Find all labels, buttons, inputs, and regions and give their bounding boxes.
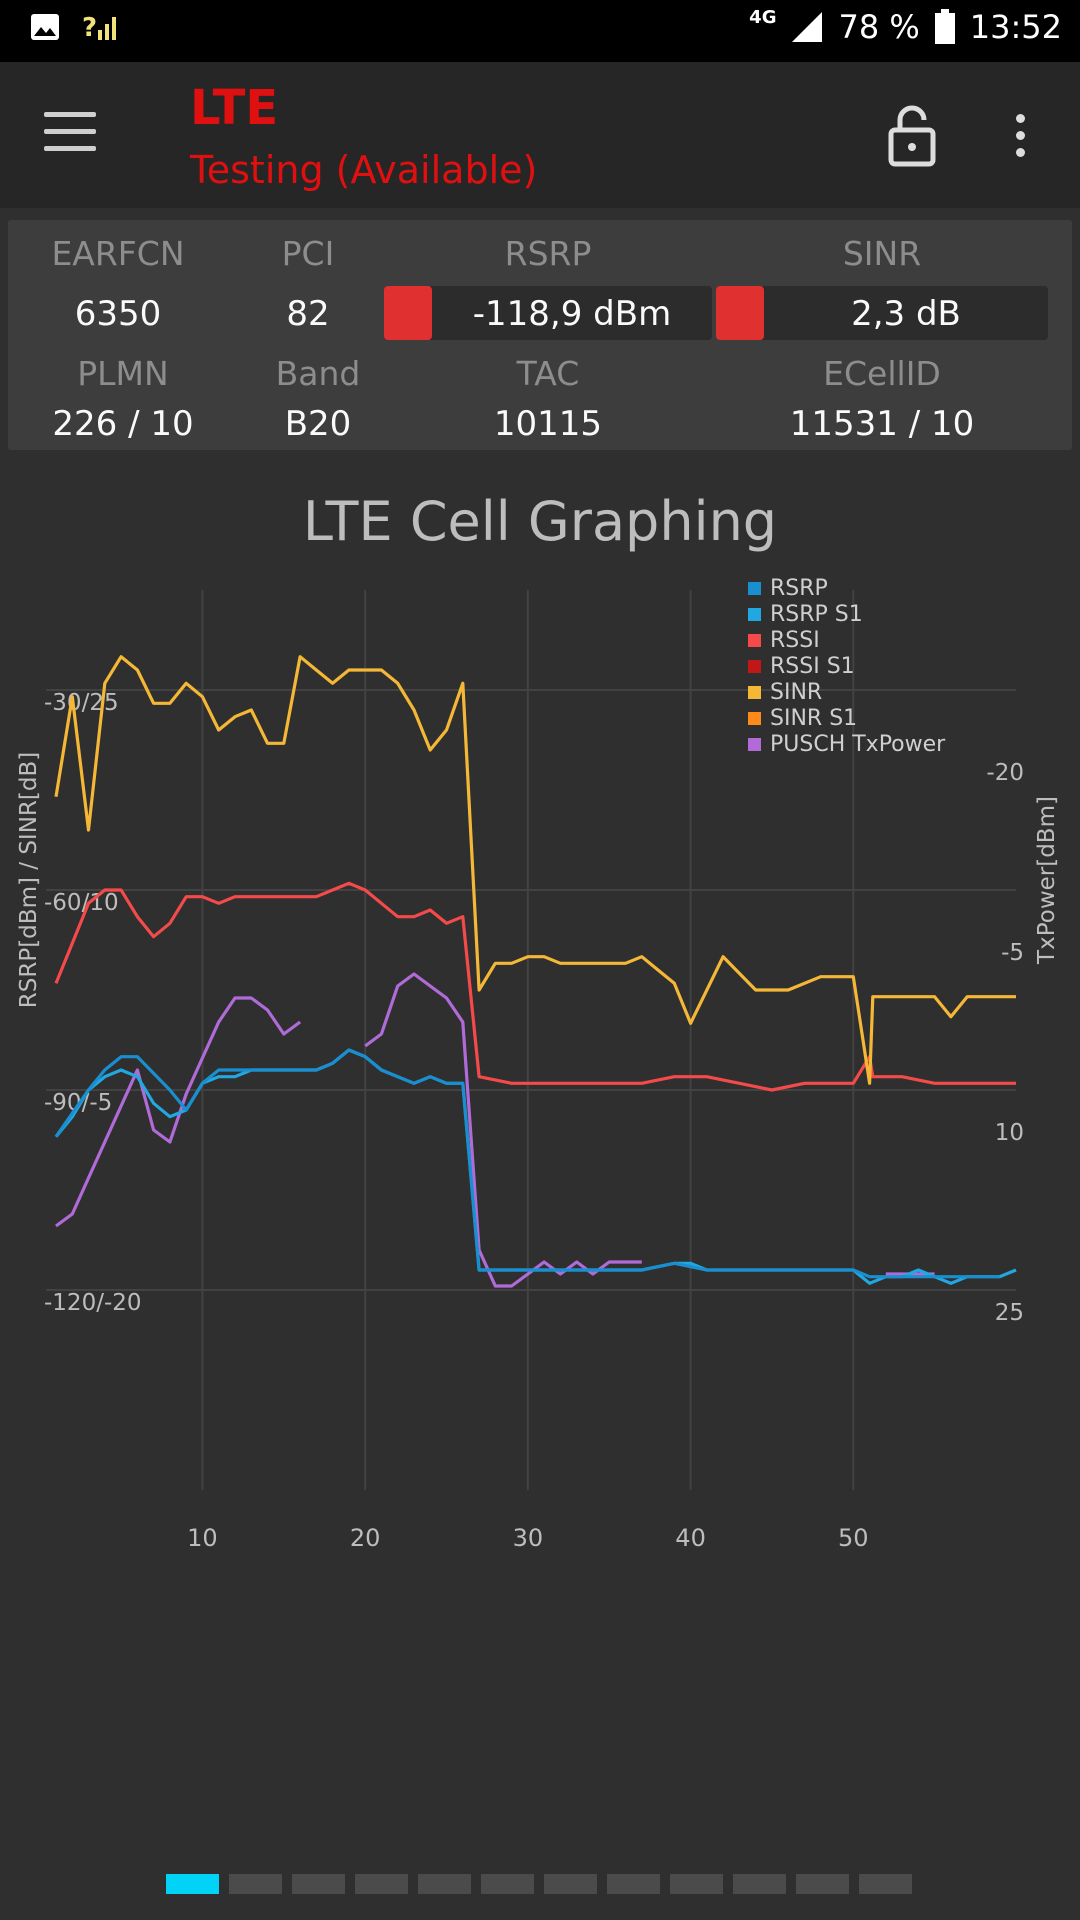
y2-tick-label: -5 [1001, 940, 1024, 966]
gallery-notification-icon [31, 14, 59, 40]
x-tick-label: 50 [838, 1524, 869, 1552]
legend-label: RSRP S1 [770, 602, 863, 627]
cell-info-panel: EARFCN 6350 PCI 82 RSRP -118,9 dBm SINR … [8, 220, 1072, 450]
legend-swatch [748, 634, 761, 647]
page-dot[interactable] [229, 1874, 282, 1894]
rsrp-meter: -118,9 dBm [384, 286, 712, 340]
y-tick-label: -120/-20 [44, 1290, 142, 1316]
page-dot[interactable] [292, 1874, 345, 1894]
x-tick-label: 40 [675, 1524, 706, 1552]
lte-cell-chart: 10 20 30 40 50-30/25-60/10-90/-5-120/-20-20-… [16, 576, 1060, 1552]
series-line-sinr [54, 655, 1016, 1085]
y2-tick-label: 10 [995, 1120, 1024, 1146]
unlock-icon[interactable] [886, 100, 938, 170]
clock: 13:52 [969, 8, 1062, 46]
band-value: B20 [284, 404, 352, 444]
series-line-rssi [54, 881, 1016, 1092]
app-subtitle: Testing (Available) [190, 148, 538, 192]
y-tick-label: -60/10 [44, 890, 119, 916]
cell-signal-icon [792, 12, 823, 42]
legend-swatch [748, 660, 761, 673]
legend-swatch [748, 738, 761, 751]
page-dot[interactable] [733, 1874, 786, 1894]
chart-axes: 10 20 30 40 50-30/25-60/10-90/-5-120/-20-20-… [16, 690, 1060, 1552]
app-bar: LTE Testing (Available) [0, 62, 1080, 208]
page-dot[interactable] [355, 1874, 408, 1894]
page-dot[interactable] [859, 1874, 912, 1894]
x-tick-label: 30 [513, 1524, 544, 1552]
series-line-pusch-txpower [364, 972, 642, 1288]
y2-tick-label: -20 [986, 760, 1024, 786]
band-label: Band [275, 354, 361, 393]
chart-title: LTE Cell Graphing [302, 490, 778, 553]
page-dot[interactable] [166, 1874, 219, 1894]
status-bar: ? 4G 78 % 13:52 [0, 0, 1080, 62]
legend-swatch [748, 582, 761, 595]
legend-swatch [748, 686, 761, 699]
signal-unknown-icon: ? [82, 13, 116, 42]
battery-percent: 78 % [838, 8, 920, 46]
plmn-label: PLMN [77, 354, 169, 393]
legend-label: SINR S1 [770, 706, 857, 731]
page-indicator [166, 1874, 912, 1894]
ecellid-label: ECellID [823, 354, 941, 393]
chart-lines [54, 655, 1017, 1288]
legend-label: SINR [770, 680, 822, 705]
y2-axis-title: TxPower[dBm] [1034, 796, 1060, 965]
pci-label: PCI [281, 234, 335, 273]
earfcn-value: 6350 [74, 294, 162, 334]
svg-text:?: ? [82, 13, 97, 42]
sinr-value: 2,3 dB [851, 294, 961, 334]
page-dot[interactable] [670, 1874, 723, 1894]
battery-icon [934, 9, 955, 44]
tac-label: TAC [516, 354, 580, 393]
series-line-rsrp [54, 1048, 1000, 1279]
legend-label: RSSI [770, 628, 820, 653]
tac-value: 10115 [493, 404, 603, 444]
menu-icon[interactable] [44, 112, 96, 152]
legend-label: RSRP [770, 576, 828, 601]
network-type: 4G [749, 6, 777, 28]
page-dot[interactable] [796, 1874, 849, 1894]
y-tick-label: -30/25 [44, 690, 119, 716]
x-tick-label: 20 [350, 1524, 381, 1552]
legend-swatch [748, 608, 761, 621]
page-dot[interactable] [607, 1874, 660, 1894]
ecellid-value: 11531 / 10 [789, 404, 975, 444]
sinr-meter: 2,3 dB [716, 286, 1048, 340]
legend-label: PUSCH TxPower [770, 732, 946, 757]
pci-value: 82 [286, 294, 330, 334]
more-options-icon[interactable] [1010, 114, 1030, 164]
rsrp-label: RSRP [504, 234, 592, 273]
page-dot[interactable] [418, 1874, 471, 1894]
y2-tick-label: 25 [995, 1300, 1024, 1326]
legend-label: RSSI S1 [770, 654, 855, 679]
chart-grid [46, 590, 1016, 1490]
rsrp-value: -118,9 dBm [472, 294, 672, 334]
page-dot[interactable] [544, 1874, 597, 1894]
x-tick-label: 10 [187, 1524, 218, 1552]
app-title: LTE [190, 80, 279, 136]
rsrp-level-indicator [384, 286, 432, 340]
y-axis-title: RSRP[dBm] / SINR[dB] [16, 752, 42, 1008]
legend-swatch [748, 712, 761, 725]
sinr-level-indicator [716, 286, 764, 340]
earfcn-label: EARFCN [51, 234, 185, 273]
sinr-label: SINR [842, 234, 922, 273]
series-line-pusch-txpower [55, 996, 302, 1228]
plmn-value: 226 / 10 [52, 404, 194, 444]
page-dot[interactable] [481, 1874, 534, 1894]
